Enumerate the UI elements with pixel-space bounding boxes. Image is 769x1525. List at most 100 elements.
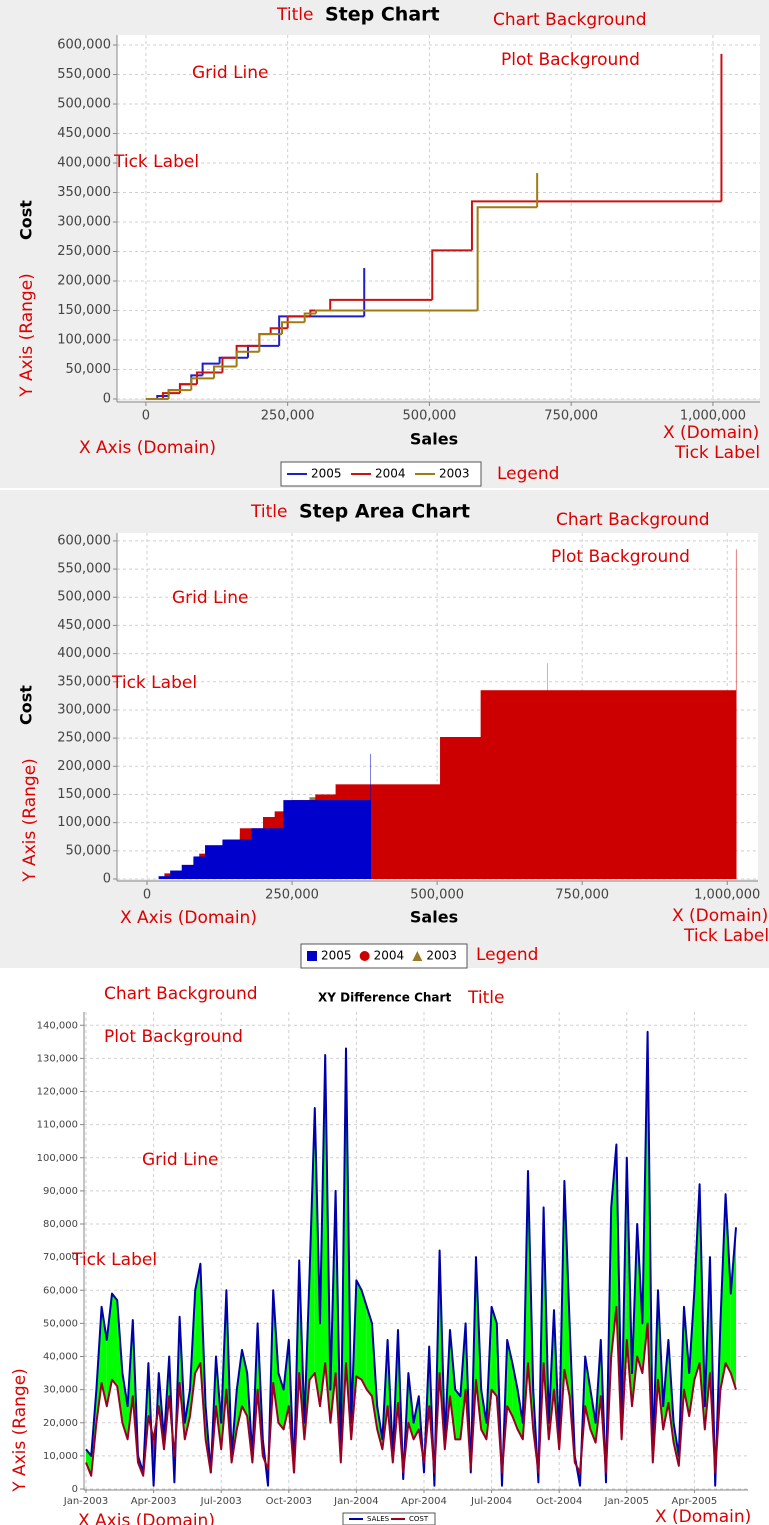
y-tick-label: 90,000 — [43, 1186, 78, 1197]
difference-area — [730, 1227, 736, 1390]
step-segment — [431, 249, 472, 300]
step-area — [170, 870, 183, 879]
y-tick-label: 200,000 — [57, 274, 111, 289]
legend-label: 2005 — [311, 467, 342, 481]
y-tick-label: 30,000 — [43, 1385, 78, 1396]
annotation: Title — [276, 5, 313, 25]
y-tick-label: 600,000 — [57, 38, 111, 53]
difference-area — [356, 1280, 362, 1380]
x-tick-label: 750,000 — [544, 409, 598, 424]
step-segment — [258, 333, 283, 352]
y-tick-label: 20,000 — [43, 1418, 78, 1429]
difference-area — [283, 1339, 289, 1430]
difference-area — [242, 1349, 248, 1417]
step-area — [205, 845, 223, 879]
legend-label: SALES — [367, 1515, 390, 1523]
difference-area — [195, 1263, 201, 1374]
annotation: X (Domain) — [655, 1507, 751, 1525]
y-tick-label: 300,000 — [57, 702, 111, 717]
difference-area — [694, 1184, 700, 1380]
x-tick-label: 250,000 — [261, 409, 315, 424]
difference-area — [112, 1293, 118, 1387]
difference-area — [491, 1306, 497, 1397]
step-segment — [470, 200, 722, 251]
y-tick-label: 60,000 — [43, 1285, 78, 1296]
y-tick-label: 350,000 — [57, 674, 111, 689]
step-segment — [161, 392, 180, 399]
x-axis-label: Sales — [410, 908, 458, 927]
annotation: Y Axis (Range) — [20, 758, 40, 883]
x-tick-label: 1,000,000 — [680, 409, 746, 424]
step-area — [370, 753, 371, 879]
annotation: Title — [467, 988, 504, 1008]
annotation: Plot Background — [104, 1027, 243, 1047]
annotation: Chart Background — [493, 10, 647, 30]
legend-label: 2004 — [374, 949, 405, 963]
annotation: Tick Label — [683, 926, 769, 946]
y-tick-label: 0 — [72, 1484, 78, 1495]
x-tick-label: Jan-2004 — [333, 1496, 378, 1507]
difference-area — [366, 1306, 372, 1397]
step-segment — [167, 389, 192, 399]
x-tick-label: 0 — [142, 409, 150, 424]
legend-box — [280, 461, 482, 487]
annotation: X (Domain) — [672, 906, 768, 926]
difference-area — [450, 1330, 456, 1440]
y-tick-label: 140,000 — [37, 1020, 78, 1031]
step-segment — [281, 321, 305, 335]
y-tick-label: 100,000 — [57, 815, 111, 830]
annotation: X Axis (Domain) — [78, 1511, 215, 1525]
step-segment — [315, 309, 478, 314]
annotation: Plot Background — [551, 547, 690, 567]
annotation: Grid Line — [172, 588, 249, 608]
step-segment — [286, 315, 311, 329]
x-tick-label: Oct-2004 — [536, 1496, 582, 1507]
x-tick-label: 500,000 — [403, 409, 457, 424]
difference-area — [512, 1363, 518, 1430]
step-area — [193, 856, 206, 879]
plot-background — [117, 35, 760, 399]
y-tick-label: 400,000 — [57, 156, 111, 171]
annotation: X (Domain) — [663, 423, 759, 443]
y-tick-label: 350,000 — [57, 185, 111, 200]
y-axis-label: Cost — [17, 685, 36, 725]
annotation: Grid Line — [192, 63, 269, 83]
step-segment — [235, 350, 260, 367]
y-tick-label: 550,000 — [57, 67, 111, 82]
x-tick-label: Apr-2005 — [672, 1496, 718, 1507]
y-tick-label: 150,000 — [57, 303, 111, 318]
chart: 0 10,000 20,000 30,000 40,000 50,000 60,000 70,… — [10, 984, 751, 1525]
difference-area — [725, 1194, 731, 1374]
y-tick-label: 300,000 — [57, 215, 111, 230]
step-area — [440, 736, 482, 879]
x-tick-label: 1,000,000 — [694, 888, 760, 903]
step-area — [158, 876, 171, 879]
annotation: Title — [250, 502, 287, 522]
y-tick-label: 250,000 — [57, 244, 111, 259]
y-axis-label: Cost — [17, 200, 36, 240]
annotation: Chart Background — [556, 510, 710, 530]
annotation: Legend — [476, 945, 538, 965]
x-axis-label: Sales — [410, 430, 458, 449]
difference-area — [455, 1389, 461, 1440]
legend-label: COST — [409, 1515, 429, 1523]
step-area — [480, 690, 737, 879]
y-tick-label: 80,000 — [43, 1219, 78, 1230]
step-segment — [190, 377, 214, 391]
annotation: Tick Label — [111, 673, 197, 693]
y-tick-label: 110,000 — [37, 1120, 78, 1131]
chart: 0 50,000 100,000 150,000 200,000 250,000 300,0… — [17, 4, 760, 487]
y-tick-label: 50,000 — [66, 362, 112, 377]
x-tick-label: Jul-2003 — [200, 1496, 242, 1507]
legend-box — [300, 943, 468, 969]
chart-title: Step Chart — [325, 4, 440, 26]
step-area — [283, 800, 371, 879]
annotation: Grid Line — [142, 1150, 219, 1170]
annotation: Y Axis (Range) — [10, 1368, 30, 1493]
step-segment — [212, 365, 237, 379]
y-tick-label: 0 — [103, 392, 111, 407]
difference-area — [122, 1373, 128, 1440]
chart: 0 50,000 100,000 150,000 200,000 250,000 300,0… — [17, 501, 769, 969]
legend-swatch — [359, 951, 370, 961]
